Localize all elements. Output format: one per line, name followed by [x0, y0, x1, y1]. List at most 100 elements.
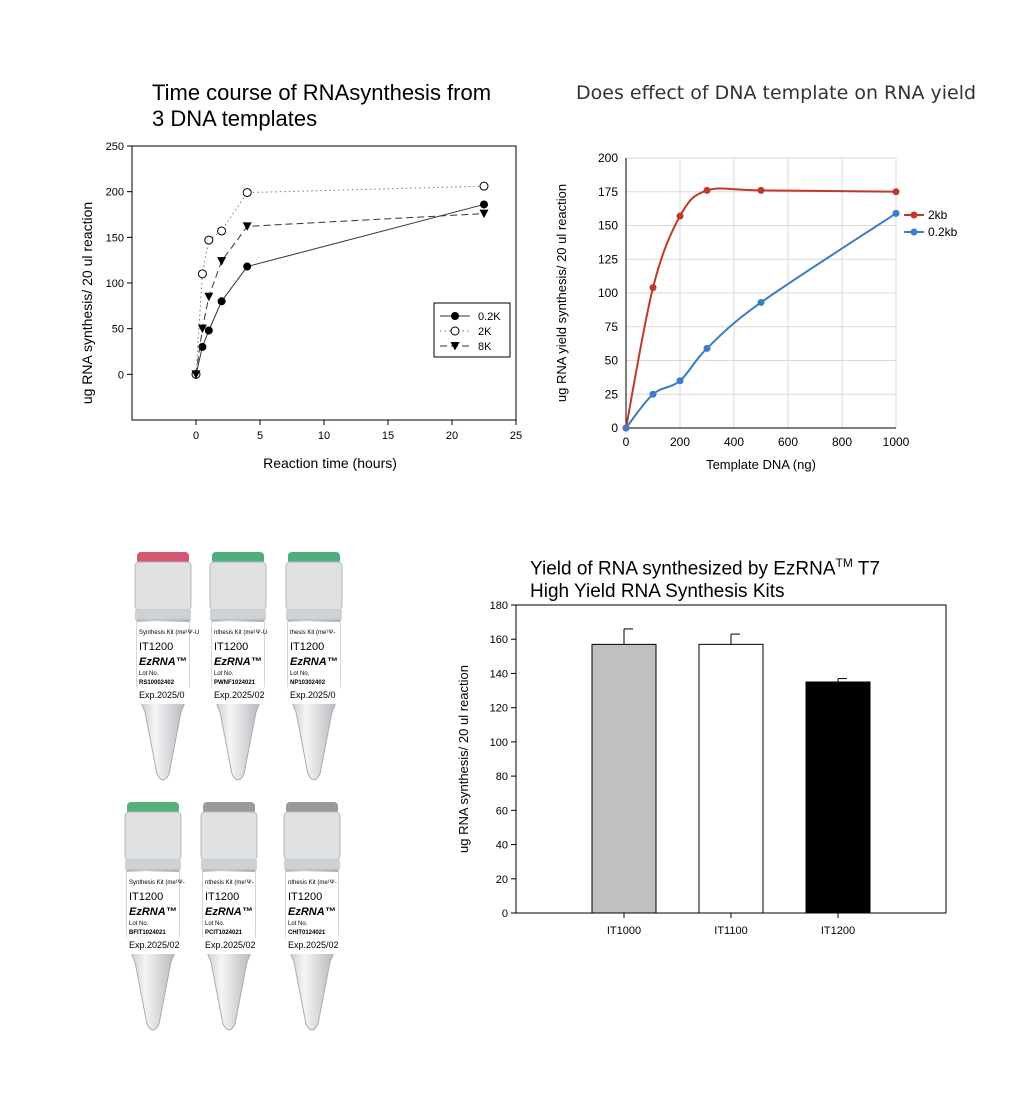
x-axis-label: Template DNA (ng) [706, 457, 816, 472]
tube-code: IT1200 [288, 891, 322, 903]
template-dna-plot: 0 25 50 75 100 125 150 175 200 0 200 400 600 800 1000 T… [554, 151, 958, 472]
y-tick-label: 180 [490, 600, 508, 612]
tube: Synthesis Kit (me¹Ψ- IT1200 EzRNA™ Lot No. B… [124, 802, 185, 1031]
y-tick-label: 75 [605, 320, 619, 334]
legend-label: 0.2kb [928, 225, 958, 239]
tube-lot: PWNF1024021 [214, 680, 256, 686]
y-tick-label: 150 [106, 232, 124, 244]
tube-label [288, 622, 340, 704]
y-tick-label: 120 [490, 703, 508, 715]
data-point [204, 326, 213, 335]
product-tubes-photo: Synthesis Kit (me¹Ψ-U IT1200 EzRNA™ Lot No.… [110, 540, 370, 1040]
tube-brand: EzRNA™ [288, 906, 336, 918]
x-axis-label: Reaction time (hours) [263, 455, 397, 471]
data-point [242, 188, 252, 198]
tube-cap [209, 561, 267, 611]
chart-title: Yield of RNA synthesized by EzRNATM T7 H… [530, 552, 880, 603]
y-tick-label: 25 [605, 387, 619, 401]
plot-frame [131, 145, 517, 421]
x-tick-label: IT1200 [821, 925, 855, 937]
time-course-chart: Time course of RNAsynthesis from 3 DNA t… [70, 70, 540, 490]
y-axis-label: ug RNA synthesis/ 20 ul reaction [79, 202, 95, 404]
tube-cap-top [212, 552, 264, 564]
y-tick-label: 20 [496, 874, 508, 886]
tube-cap [285, 561, 343, 611]
tube: thesis Kit (me¹Ψ- IT1200 EzRNA™ Lot No. NP10… [285, 552, 343, 781]
data-point [243, 262, 252, 271]
data-point [479, 181, 489, 191]
tube-label [203, 872, 255, 954]
data-point [703, 344, 711, 352]
data-point [479, 209, 489, 219]
x-tick-label: 5 [257, 430, 263, 442]
data-point [191, 370, 201, 379]
series-line-8K [195, 213, 485, 375]
x-tick-label: 25 [510, 430, 522, 442]
x-tick-label: 200 [670, 435, 690, 449]
legend-box [433, 302, 511, 358]
bar-IT1200 [805, 681, 871, 914]
chart-title-line1: Yield of RNA synthesized by EzRNATM T7 [530, 552, 880, 580]
data-point [451, 312, 459, 320]
tube-lot-label: Lot No. [129, 921, 149, 927]
x-tick-label: IT1100 [714, 925, 747, 937]
title-superscript: TM [835, 556, 853, 570]
data-point [197, 269, 207, 279]
chart-title-line1: Time course of RNAsynthesis from [152, 80, 492, 105]
x-tick-label: 1000 [883, 435, 910, 449]
data-point [197, 324, 207, 334]
tube-exp: Exp.2025/02 [214, 690, 265, 700]
tube-cap-top [286, 802, 338, 814]
legend-marker [910, 228, 918, 236]
x-tick-label: 0 [193, 430, 199, 442]
y-tick-label: 60 [496, 805, 508, 817]
y-tick-label: 40 [496, 840, 508, 852]
y-tick-label: 200 [598, 151, 618, 165]
x-tick-label: 400 [724, 435, 744, 449]
tube: nthesis Kit (me¹Ψ-U IT1200 EzRNA™ Lot No. PW… [209, 552, 267, 781]
x-tick-label: 15 [382, 430, 394, 442]
tube: Synthesis Kit (me¹Ψ-U IT1200 EzRNA™ Lot No.… [134, 552, 199, 781]
tube-cap-ring [135, 610, 191, 620]
y-tick-label: 80 [496, 771, 508, 783]
y-axis-label: ug RNA yield synthesis/ 20 ul reaction [554, 184, 569, 402]
tube-label [137, 622, 189, 704]
y-tick-label: 125 [598, 252, 618, 266]
data-point [450, 342, 460, 351]
y-tick-label: 175 [598, 185, 618, 199]
y-tick-label: 250 [106, 141, 124, 153]
chart-title: Time course of RNAsynthesis from 3 DNA t… [152, 80, 491, 132]
data-point [649, 284, 657, 292]
bar-IT1100 [698, 643, 764, 914]
tube-cap [124, 811, 182, 861]
tube-cap-ring [210, 610, 266, 620]
tube-lot: RS10002402 [139, 680, 175, 686]
tube-code: IT1200 [139, 641, 173, 653]
tube-lot: CHIT0124021 [288, 930, 326, 936]
data-point [217, 297, 226, 306]
x-tick-label: 600 [778, 435, 798, 449]
tube-cap-ring [201, 860, 257, 870]
tube-code: IT1200 [205, 891, 239, 903]
y-tick-label: 200 [106, 187, 124, 199]
y-tick-label: 50 [112, 324, 124, 336]
tube-lot-label: Lot No. [205, 921, 225, 927]
bar-IT1000 [591, 643, 657, 914]
tube-kit-text: nthesis Kit (me¹Ψ- [288, 880, 337, 886]
data-point [622, 424, 630, 432]
x-tick-label: IT1000 [607, 925, 641, 937]
tube-lot-label: Lot No. [288, 921, 308, 927]
tube-lot-label: Lot No. [290, 671, 310, 677]
series-line-0.2K [195, 203, 485, 375]
data-point [204, 235, 214, 245]
title-part: Yield of RNA synthesized by EzRNA [530, 558, 836, 580]
y-tick-label: 0 [118, 369, 124, 381]
legend-label: 2K [478, 326, 492, 338]
tube-label [127, 872, 179, 954]
legend-marker [910, 211, 918, 219]
tube: nthesis Kit (me¹Ψ- IT1200 EzRNA™ Lot No. CHI… [283, 802, 341, 1031]
data-point [480, 200, 488, 209]
tube-kit-text: nthesis Kit (me¹Ψ-U [214, 630, 267, 636]
tube-cap-top [203, 802, 255, 814]
tube-brand: EzRNA™ [205, 906, 253, 918]
